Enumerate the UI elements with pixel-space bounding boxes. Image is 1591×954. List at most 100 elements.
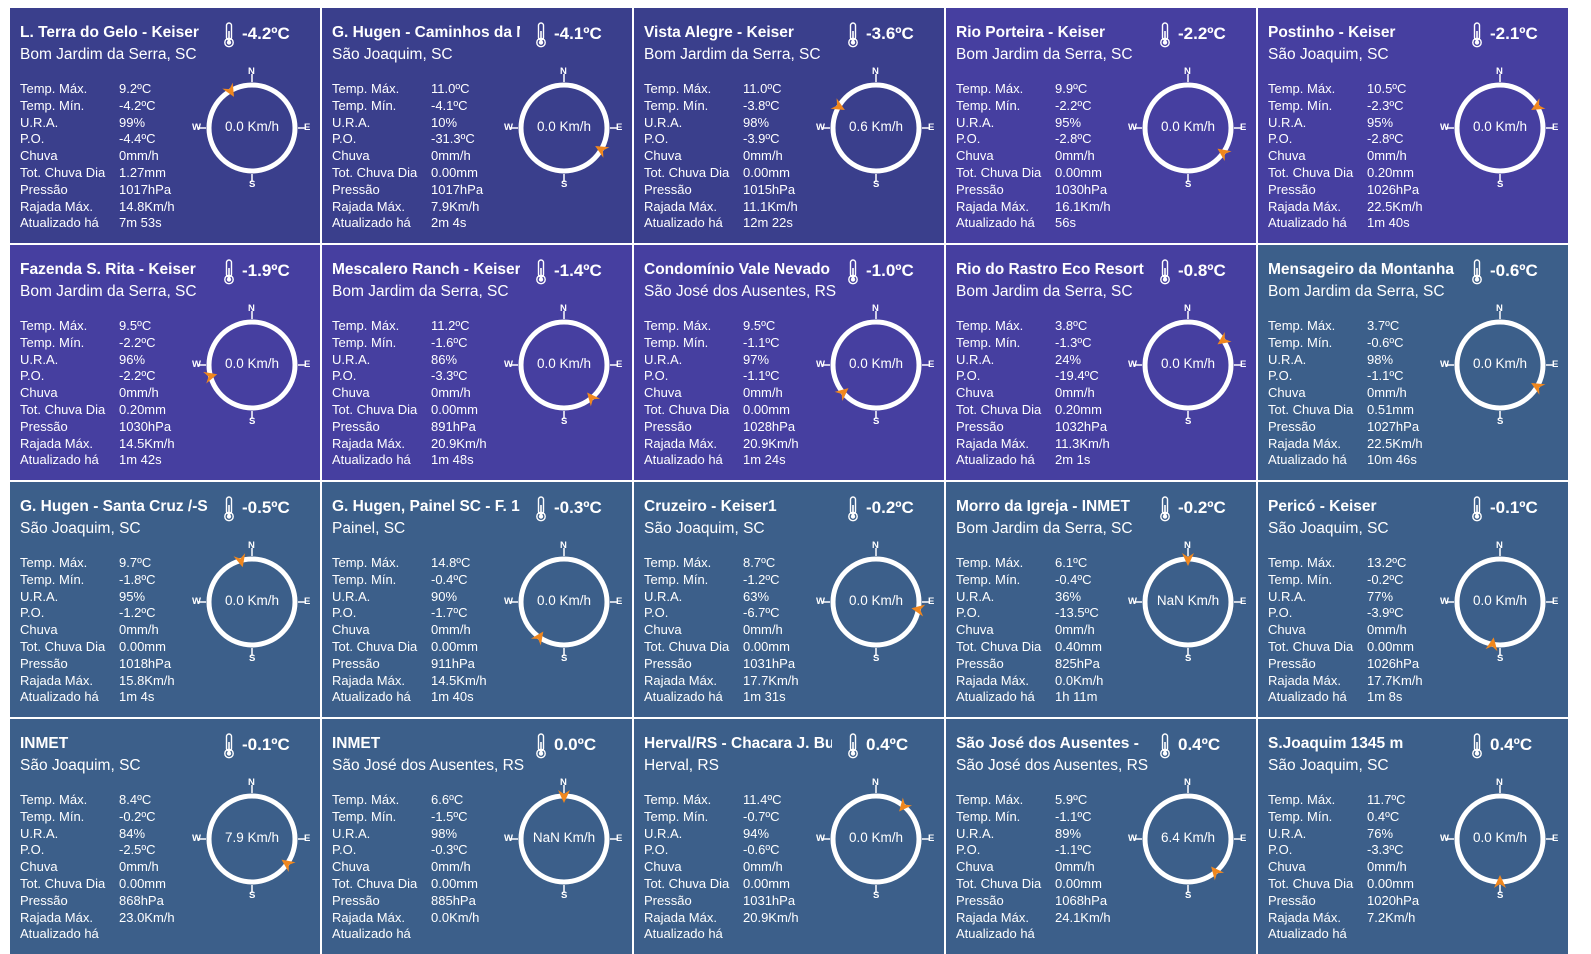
- compass-e-label: E: [928, 833, 935, 844]
- stat-value: 6.1ºC: [1055, 555, 1088, 570]
- stat-row-temp-max: Temp. Máx. 14.8ºC: [332, 555, 521, 572]
- current-temperature: -0.6ºC: [1490, 261, 1538, 280]
- stat-row-temp-max: Temp. Máx. 9.5ºC: [20, 318, 209, 335]
- station-stats: Temp. Máx. 9.5ºC Temp. Mín. -2.2ºC U.R.A. 96%…: [20, 318, 209, 469]
- stat-label: Chuva: [1268, 148, 1306, 164]
- compass-e-label: E: [1552, 122, 1559, 133]
- thermometer-icon: [848, 22, 858, 48]
- stat-value: 56s: [1055, 215, 1076, 231]
- compass-e-label: E: [1552, 359, 1559, 370]
- stat-row-atualizado: Atualizado há 1m 42s: [20, 452, 209, 469]
- station-name: G. Hugen - Santa Cruz /-Serra: [20, 498, 208, 515]
- stat-value: 10%: [431, 114, 458, 130]
- station-stats: Temp. Máx. 6.6ºC Temp. Mín. -1.5ºC U.R.A. 98%…: [332, 792, 521, 943]
- wind-direction-arrow-icon: [1217, 148, 1232, 162]
- stat-label: Temp. Mín.: [1268, 571, 1333, 587]
- wind-speed: 0.0 Km/h: [1472, 830, 1528, 845]
- stat-row-ura: U.R.A. 76%: [1268, 826, 1457, 843]
- stat-label: Temp. Máx.: [956, 318, 1024, 333]
- stat-label: P.O.: [1268, 131, 1293, 147]
- stat-row-pressao: Pressão 1015hPa: [644, 182, 833, 199]
- compass-n-label: N: [1496, 540, 1503, 551]
- stat-row-chuva: Chuva 0mm/h: [644, 148, 833, 165]
- compass-e-label: E: [616, 122, 623, 133]
- stat-value: 1030hPa: [119, 418, 172, 434]
- stat-value: 0mm/h: [119, 622, 159, 638]
- stat-value: 1m 8s: [1367, 689, 1403, 705]
- stat-value: 9.2ºC: [119, 81, 152, 96]
- stat-row-temp-min: Temp. Mín. -4.1ºC: [332, 98, 521, 115]
- stat-row-pressao: Pressão 1031hPa: [644, 656, 833, 673]
- stat-value: 0mm/h: [1367, 385, 1407, 401]
- station-card[interactable]: Postinho - Keiser São Joaquim, SC -2.1ºC Te…: [1258, 8, 1568, 243]
- station-card[interactable]: Morro da Igreja - INMET Bom Jardim da Ser…: [946, 482, 1256, 717]
- stat-value: -3.3ºC: [1367, 842, 1404, 858]
- stat-label: Rajada Máx.: [956, 672, 1029, 688]
- compass-dial: [1446, 785, 1554, 893]
- thermometer-icon: [224, 22, 234, 48]
- stat-label: Tot. Chuva Dia: [20, 164, 106, 180]
- wind-speed: NaN Km/h: [532, 830, 596, 845]
- station-card[interactable]: São José dos Ausentes - 1 São José dos Au…: [946, 719, 1256, 954]
- stat-row-po: P.O. -1.1ºC: [956, 842, 1145, 859]
- stat-row-rajada: Rajada Máx. 16.1Km/h: [956, 199, 1145, 216]
- station-card[interactable]: Condomínio Vale Nevado - Keiser São José …: [634, 245, 944, 480]
- station-card[interactable]: L. Terra do Gelo - Keiser Bom Jardim da S…: [10, 8, 320, 243]
- compass-n-label: N: [248, 66, 255, 77]
- stat-row-rajada: Rajada Máx. 20.9Km/h: [644, 910, 833, 927]
- stat-label: Temp. Máx.: [332, 318, 400, 333]
- stat-value: 0.00mm: [743, 401, 790, 417]
- station-card[interactable]: Mescalero Ranch - Keiser Bom Jardim da Se…: [322, 245, 632, 480]
- current-temperature: 0.4ºC: [1178, 735, 1221, 754]
- stat-label: Pressão: [644, 181, 692, 197]
- stat-value: 11.1Km/h: [743, 198, 798, 214]
- stat-row-tot-chuva: Tot. Chuva Dia 0.00mm: [644, 402, 833, 419]
- station-card[interactable]: G. Hugen, Painel SC - F. 1 Painel, SC -0.3…: [322, 482, 632, 717]
- station-card[interactable]: Rio do Rastro Eco Resort Bom Jardim da Se…: [946, 245, 1256, 480]
- stat-label: Chuva: [1268, 385, 1306, 401]
- station-card[interactable]: G. Hugen - Caminhos da Neve São Joaquim, …: [322, 8, 632, 243]
- station-card[interactable]: Vista Alegre - Keiser Bom Jardim da Serra…: [634, 8, 944, 243]
- stat-row-pressao: Pressão 1026hPa: [1268, 182, 1457, 199]
- station-card[interactable]: Pericó - Keiser São Joaquim, SC -0.1ºC Temp…: [1258, 482, 1568, 717]
- station-card[interactable]: Fazenda S. Rita - Keiser Bom Jardim da Se…: [10, 245, 320, 480]
- compass-w-label: W: [192, 833, 201, 844]
- compass-dial: [198, 311, 306, 419]
- station-card[interactable]: INMET São Joaquim, SC -0.1ºC Temp. Máx. 8.4º…: [10, 719, 320, 954]
- compass-ring: [830, 793, 922, 885]
- stat-row-tot-chuva: Tot. Chuva Dia 0.00mm: [644, 165, 833, 182]
- station-card[interactable]: INMET São José dos Ausentes, RS 0.0ºC Temp.…: [322, 719, 632, 954]
- stat-label: Temp. Mín.: [956, 334, 1021, 350]
- stat-value: -3.9ºC: [1367, 605, 1404, 621]
- stat-value: 99%: [119, 114, 146, 130]
- stat-row-temp-max: Temp. Máx. 3.7ºC: [1268, 318, 1457, 335]
- station-card[interactable]: Cruzeiro - Keiser1 São Joaquim, SC -0.2ºC T…: [634, 482, 944, 717]
- station-card[interactable]: G. Hugen - Santa Cruz /-Serra São Joaquim…: [10, 482, 320, 717]
- compass-s-label: S: [561, 890, 568, 901]
- compass-dial: [822, 548, 930, 656]
- station-location: São Joaquim, SC: [332, 46, 453, 63]
- stat-row-temp-max: Temp. Máx. 9.9ºC: [956, 81, 1145, 98]
- wind-compass: N S W E 0.0 Km/h: [814, 303, 938, 427]
- stat-label: Pressão: [956, 892, 1004, 908]
- stat-label: Temp. Mín.: [332, 97, 397, 113]
- stat-row-rajada: Rajada Máx. 20.9Km/h: [332, 436, 521, 453]
- stat-label: Chuva: [20, 148, 58, 164]
- compass-dial: [198, 74, 306, 182]
- compass-n-label: N: [872, 777, 879, 788]
- thermometer-icon: [536, 259, 546, 285]
- stat-value: -1.1ºC: [1055, 808, 1092, 824]
- stat-row-pressao: Pressão 1020hPa: [1268, 893, 1457, 910]
- wind-direction-arrow-icon: [1494, 875, 1506, 888]
- station-card[interactable]: Mensageiro da Montanha - Keiser Bom Jardi…: [1258, 245, 1568, 480]
- compass-s-label: S: [1497, 416, 1504, 427]
- station-card[interactable]: Herval/RS - Chacara J. Bugre Herval, RS 0.…: [634, 719, 944, 954]
- stat-label: Pressão: [20, 892, 68, 908]
- stat-row-ura: U.R.A. 90%: [332, 589, 521, 606]
- stat-value: -0.6ºC: [743, 842, 780, 858]
- station-location: São Joaquim, SC: [644, 520, 765, 537]
- stat-row-atualizado: Atualizado há 1m 8s: [1268, 689, 1457, 706]
- station-card[interactable]: S.Joaquim 1345 m São Joaquim, SC 0.4ºC Temp…: [1258, 719, 1568, 954]
- stat-row-po: P.O. -1.1ºC: [644, 368, 833, 385]
- station-card[interactable]: Rio Porteira - Keiser Bom Jardim da Serra…: [946, 8, 1256, 243]
